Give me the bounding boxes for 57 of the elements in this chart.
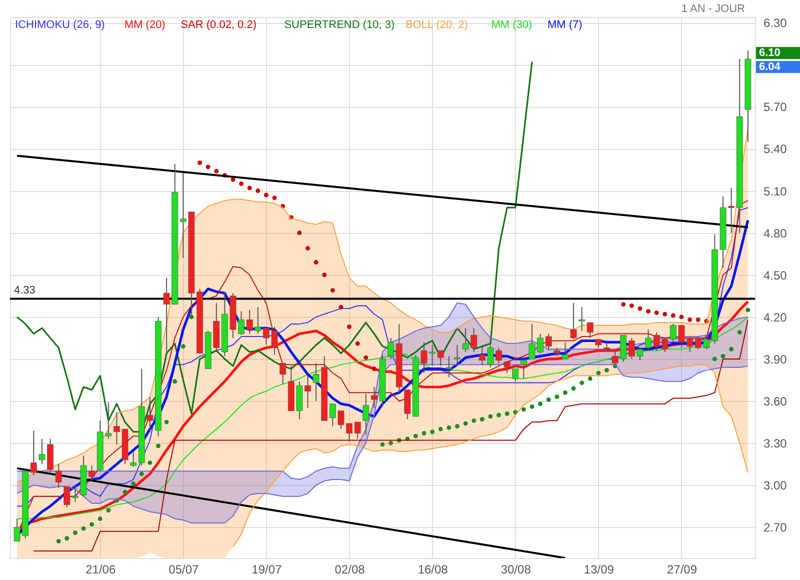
text: MM (30) (491, 19, 532, 31)
candlestick (578, 306, 586, 332)
candlestick (586, 322, 594, 338)
x-tick-label: 02/08 (334, 562, 366, 576)
text: 6.04 (759, 61, 782, 73)
candlestick (72, 484, 78, 502)
candlestick (604, 342, 610, 352)
text: BOLL (20, 2) (405, 19, 468, 31)
text: MM (20) (124, 19, 166, 31)
candlestick (437, 350, 444, 366)
candlestick (55, 464, 62, 488)
candlestick (362, 394, 370, 436)
y-tick-label: 4.80 (764, 226, 788, 240)
text: 6.10 (759, 47, 780, 59)
candlestick (446, 356, 452, 378)
y-tick-label: 6.30 (764, 16, 788, 30)
ref-line-label: 4.33 (14, 284, 36, 297)
y-tick-label: 4.20 (764, 310, 788, 324)
y-tick-label: 4.50 (764, 268, 788, 282)
line-series (232, 364, 748, 548)
candlestick (30, 430, 37, 476)
x-tick-label: 21/06 (86, 562, 116, 576)
y-tick-label: 3.30 (764, 436, 788, 451)
candlestick (388, 337, 394, 360)
candlestick (404, 389, 411, 420)
text: SUPERTREND (10, 3) (284, 19, 395, 31)
candlestick (504, 361, 510, 374)
candlestick (520, 358, 527, 380)
y-tick-label: 5.40 (764, 142, 788, 156)
y-tick-label: 2.70 (764, 520, 788, 535)
x-tick-label: 19/07 (252, 562, 282, 576)
candlestick (64, 486, 70, 508)
line-series (33, 319, 748, 552)
y-tick-label: 3.00 (764, 478, 788, 493)
x-tick-label: 05/07 (168, 562, 200, 576)
text: 1 AN - JOUR (681, 3, 746, 15)
candlestick (454, 344, 460, 366)
y-tick-label: 5.70 (764, 100, 788, 114)
x-tick-label: 27/09 (666, 562, 698, 576)
y-tick-label: 3.60 (764, 394, 788, 409)
text: MM (7) (548, 19, 582, 31)
x-tick-label: 16/08 (418, 562, 448, 576)
candlestick (280, 362, 286, 385)
candlestick (545, 333, 552, 352)
text: ICHIMOKU (26, 9) (15, 19, 105, 31)
text: SAR (0.02, 0.2) (180, 19, 257, 31)
candlestick (570, 302, 577, 340)
x-tick-label: 30/08 (500, 562, 532, 576)
x-tick-label: 13/09 (584, 562, 614, 576)
candlestick (512, 368, 519, 382)
y-tick-label: 3.90 (764, 352, 788, 366)
candlestick (645, 329, 652, 352)
candlestick (130, 450, 137, 468)
candlestick (354, 422, 361, 440)
line-series (16, 61, 533, 433)
candlestick (562, 342, 568, 360)
y-tick-label: 5.10 (764, 184, 788, 198)
